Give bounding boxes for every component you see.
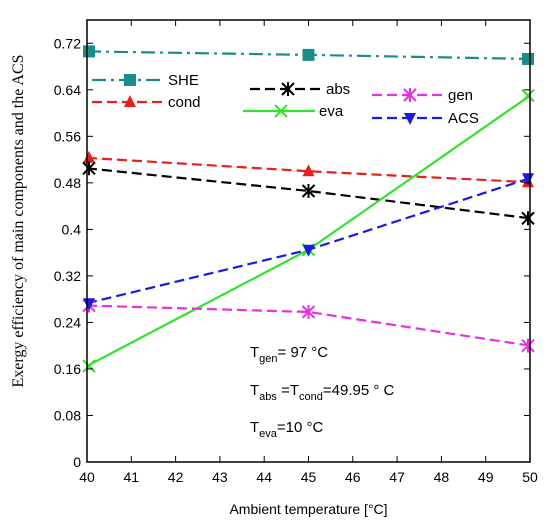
y-tick-label: 0.72 xyxy=(54,35,81,51)
y-tick-label: 0.24 xyxy=(54,314,81,330)
x-axis-title: Ambient temperature [°C] xyxy=(229,501,387,517)
y-tick-label: 0.48 xyxy=(54,175,81,191)
annotation-subscript: eva xyxy=(259,428,278,440)
data-point-eva xyxy=(82,359,96,373)
y-tick-label: 0.4 xyxy=(62,221,82,237)
x-tick-label: 40 xyxy=(79,469,95,485)
data-point-acs xyxy=(83,298,95,311)
data-point-acs xyxy=(302,244,315,257)
legend: SHE cond abs eva gen ACS xyxy=(92,72,479,127)
annotation-subscript: gen xyxy=(259,353,277,365)
data-point-gen xyxy=(521,338,535,353)
y-tick-label: 0 xyxy=(73,454,81,470)
legend-label: ACS xyxy=(448,110,479,127)
annotation-text: T xyxy=(250,344,259,361)
annotation-abs: Tabs =Tcond=49.95 ° C xyxy=(250,382,395,403)
x-tick-label: 42 xyxy=(168,469,184,485)
y-tick-label: 0.16 xyxy=(54,361,81,377)
series-markers xyxy=(82,45,535,373)
series-line-cond xyxy=(86,156,531,184)
data-point-cond xyxy=(302,164,315,177)
annotation-text: =T xyxy=(277,382,299,399)
x-tick-label: 41 xyxy=(124,469,140,485)
annotation-subscript: abs xyxy=(259,391,277,403)
legend-item-gen: gen xyxy=(372,87,473,104)
data-point-eva xyxy=(521,88,535,103)
data-point-she xyxy=(302,48,315,61)
legend-item-acs: ACS xyxy=(372,110,479,127)
legend-marker xyxy=(124,95,136,107)
data-point-cond xyxy=(83,150,95,163)
legend-label: eva xyxy=(319,103,344,120)
x-tick-label: 44 xyxy=(256,469,272,485)
annotation-eva: Teva=10 °C xyxy=(250,419,324,440)
data-point-acs xyxy=(522,173,534,186)
legend-item-she: SHE xyxy=(92,72,199,89)
legend-label: cond xyxy=(168,94,201,111)
y-axis-title: Exergy efficiency of main components and… xyxy=(10,54,27,387)
y-tick-label: 0.56 xyxy=(54,128,81,144)
annotation-text: =10 °C xyxy=(277,419,324,436)
y-tick-label: 0.64 xyxy=(54,82,81,98)
legend-item-eva: eva xyxy=(243,103,344,120)
legend-label: gen xyxy=(448,87,473,104)
series-line-eva xyxy=(86,94,531,368)
y-tick-label: 0.08 xyxy=(54,407,81,423)
annotation-text: T xyxy=(250,419,259,436)
y-tick-label: 0.32 xyxy=(54,268,81,284)
legend-item-cond: cond xyxy=(92,94,201,111)
annotation-text: =49.95 ° C xyxy=(323,382,395,399)
annotation-subscript: cond xyxy=(299,391,323,403)
annotation-text: T xyxy=(250,382,259,399)
y-axis: 0 0.08 0.16 0.24 0.32 0.4 0.48 0.56 0.64 0.72 xyxy=(54,35,530,470)
x-tick-label: 45 xyxy=(301,469,317,485)
data-point-abs xyxy=(82,161,96,176)
x-tick-label: 47 xyxy=(389,469,405,485)
x-tick-label: 48 xyxy=(434,469,450,485)
legend-marker xyxy=(404,113,416,125)
legend-marker xyxy=(124,74,136,86)
x-tick-label: 46 xyxy=(345,469,361,485)
data-point-gen xyxy=(301,304,316,319)
legend-label: abs xyxy=(326,81,350,98)
data-point-abs xyxy=(301,183,316,198)
x-tick-label: 49 xyxy=(478,469,494,485)
annotation-gen: Tgen= 97 °C xyxy=(250,344,328,365)
data-point-abs xyxy=(521,211,535,226)
legend-marker xyxy=(403,88,417,102)
legend-item-abs: abs xyxy=(250,81,350,98)
x-axis: 40 41 42 43 44 45 46 47 48 49 50 xyxy=(79,20,538,485)
data-point-she xyxy=(83,45,95,58)
legend-marker xyxy=(274,104,288,118)
legend-marker xyxy=(281,82,295,96)
legend-label: SHE xyxy=(168,72,199,89)
annotation-text: = 97 °C xyxy=(278,344,329,361)
x-tick-label: 43 xyxy=(212,469,228,485)
data-point-she xyxy=(522,52,534,65)
x-tick-label: 50 xyxy=(522,469,538,485)
